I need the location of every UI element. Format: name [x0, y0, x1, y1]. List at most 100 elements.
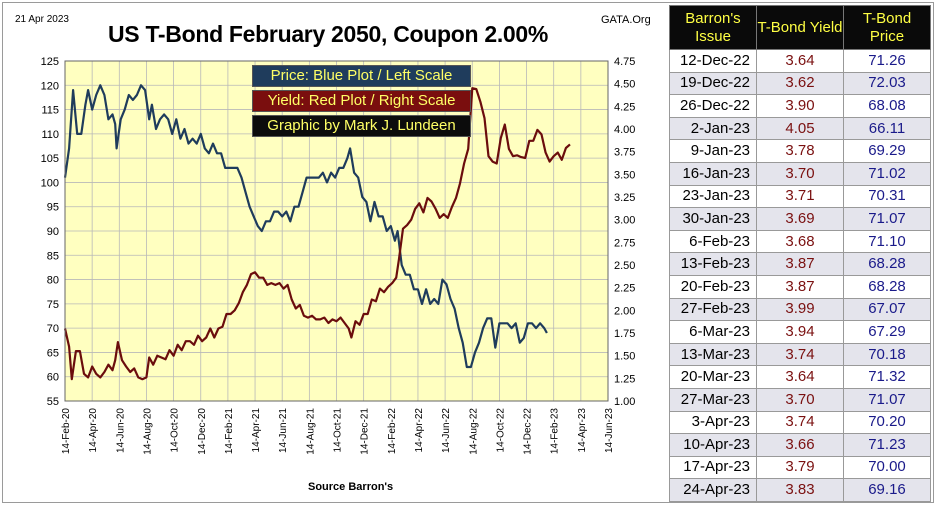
header-price: T-Bond Price [843, 5, 931, 50]
cell-issue: 13-Feb-23 [669, 252, 757, 276]
right-axis-tick-label: 3.75 [614, 147, 635, 159]
legend-price: Price: Blue Plot / Left Scale [252, 65, 471, 87]
table-row: 12-Dec-22 3.64 71.26 [669, 49, 931, 73]
table-row: 16-Jan-23 3.70 71.02 [669, 161, 931, 186]
x-axis-tick-label: 14-Aug-22 [468, 408, 479, 455]
x-axis-tick-label: 14-Dec-21 [360, 408, 371, 455]
cell-price: 69.29 [843, 139, 931, 163]
right-axis-tick-label: 4.25 [614, 101, 635, 113]
cell-yield: 3.94 [756, 320, 844, 344]
cell-price: 71.32 [843, 365, 931, 389]
table-row: 13-Feb-23 3.87 68.28 [669, 252, 931, 276]
cell-price: 71.02 [843, 161, 931, 186]
x-axis-tick-label: 14-Apr-23 [577, 408, 588, 453]
cell-issue: 12-Dec-22 [669, 49, 757, 73]
cell-price: 70.18 [843, 342, 931, 367]
x-axis-tick-label: 14-Dec-22 [523, 408, 534, 455]
cell-yield: 3.74 [756, 410, 844, 435]
cell-yield: 3.66 [756, 433, 844, 457]
series-line-yield [63, 87, 571, 381]
right-axis-tick-label: 4.75 [614, 56, 635, 68]
x-axis-tick-label: 14-Oct-20 [170, 408, 181, 453]
cell-price: 68.08 [843, 94, 931, 118]
cell-price: 67.07 [843, 297, 931, 322]
cell-price: 67.29 [843, 320, 931, 344]
table-row: 6-Mar-23 3.94 67.29 [669, 320, 931, 344]
cell-issue: 20-Mar-23 [669, 365, 757, 389]
cell-yield: 3.71 [756, 184, 844, 209]
cell-issue: 16-Jan-23 [669, 161, 757, 186]
right-axis-tick-label: 1.75 [614, 328, 635, 340]
x-axis-tick-label: 14-Aug-20 [142, 408, 153, 455]
x-axis-source-label: Source Barron's [308, 481, 394, 493]
left-axis-tick-label: 105 [41, 153, 59, 165]
cell-price: 71.07 [843, 207, 931, 231]
legend-yield: Yield: Red Plot / Right Scale [252, 90, 471, 112]
cell-yield: 3.87 [756, 274, 844, 299]
right-axis-tick-label: 2.00 [614, 305, 635, 317]
chart-title: US T-Bond February 2050, Coupon 2.00% [108, 21, 549, 47]
right-axis-tick-label: 2.25 [614, 283, 635, 295]
x-axis-tick-label: 14-Apr-20 [88, 408, 99, 453]
right-axis-tick-label: 2.50 [614, 260, 635, 272]
chart-panel: 55 60 65 70 75 80 85 90 95 100 105 110 115 120 125 1.00… [3, 3, 661, 502]
left-axis-tick-label: 125 [41, 56, 59, 68]
cell-issue: 13-Mar-23 [669, 342, 757, 367]
left-axis-tick-label: 70 [47, 323, 59, 335]
table-row: 3-Apr-23 3.74 70.20 [669, 410, 931, 435]
cell-issue: 10-Apr-23 [669, 433, 757, 457]
x-axis-tick-label: 14-Jun-22 [441, 408, 452, 453]
cell-issue: 6-Mar-23 [669, 320, 757, 344]
cell-issue: 24-Apr-23 [669, 478, 757, 502]
cell-price: 71.26 [843, 49, 931, 73]
site-label: GATA.Org [601, 14, 651, 26]
x-axis-tick-label: 14-Oct-21 [333, 408, 344, 453]
x-axis-tick-label: 14-Feb-20 [61, 408, 72, 455]
cell-issue: 2-Jan-23 [669, 116, 757, 141]
x-axis-tick-label: 14-Aug-21 [305, 408, 316, 455]
cell-issue: 26-Dec-22 [669, 94, 757, 118]
series-line-price [63, 84, 548, 369]
cell-price: 69.16 [843, 478, 931, 502]
table-header-row: Barron's Issue T-Bond Yield T-Bond Price [669, 5, 931, 50]
x-axis-tick-label: 14-Feb-21 [224, 408, 235, 455]
left-axis-tick-label: 65 [47, 347, 59, 359]
cell-issue: 6-Feb-23 [669, 229, 757, 254]
table-row: 26-Dec-22 3.90 68.08 [669, 94, 931, 118]
right-axis-tick-label: 2.75 [614, 237, 635, 249]
x-axis-tick-label: 14-Feb-22 [387, 408, 398, 455]
cell-issue: 27-Mar-23 [669, 387, 757, 412]
cell-yield: 3.69 [756, 207, 844, 231]
left-axis-tick-label: 90 [47, 226, 59, 238]
table-row: 30-Jan-23 3.69 71.07 [669, 207, 931, 231]
cell-yield: 3.70 [756, 387, 844, 412]
cell-yield: 3.87 [756, 252, 844, 276]
cell-yield: 3.74 [756, 342, 844, 367]
left-axis-tick-label: 85 [47, 250, 59, 262]
x-axis-tick-label: 14-Feb-23 [550, 408, 561, 455]
cell-issue: 27-Feb-23 [669, 297, 757, 322]
right-axis-tick-label: 1.25 [614, 373, 635, 385]
right-axis-tick-label: 1.00 [614, 396, 635, 408]
left-axis-tick-label: 95 [47, 202, 59, 214]
cell-price: 70.20 [843, 410, 931, 435]
cell-yield: 3.68 [756, 229, 844, 254]
cell-price: 72.03 [843, 71, 931, 96]
table-row: 6-Feb-23 3.68 71.10 [669, 229, 931, 254]
header-issue: Barron's Issue [669, 5, 757, 50]
right-axis-tick-label: 4.50 [614, 79, 635, 91]
table-row: 20-Feb-23 3.87 68.28 [669, 274, 931, 299]
table-row: 24-Apr-23 3.83 69.16 [669, 478, 931, 502]
cell-issue: 17-Apr-23 [669, 455, 757, 480]
x-axis-tick-label: 14-Dec-20 [197, 408, 208, 455]
cell-price: 71.07 [843, 387, 931, 412]
x-axis-tick-label: 14-Jun-21 [278, 408, 289, 453]
x-axis-tick-label: 14-Jun-23 [604, 408, 615, 453]
plot-border [64, 60, 609, 402]
cell-yield: 3.64 [756, 365, 844, 389]
table-row: 27-Feb-23 3.99 67.07 [669, 297, 931, 322]
left-axis-tick-label: 60 [47, 372, 59, 384]
x-axis-tick-label: 14-Apr-21 [251, 408, 262, 453]
left-axis-tick-label: 120 [41, 80, 59, 92]
cell-yield: 3.99 [756, 297, 844, 322]
